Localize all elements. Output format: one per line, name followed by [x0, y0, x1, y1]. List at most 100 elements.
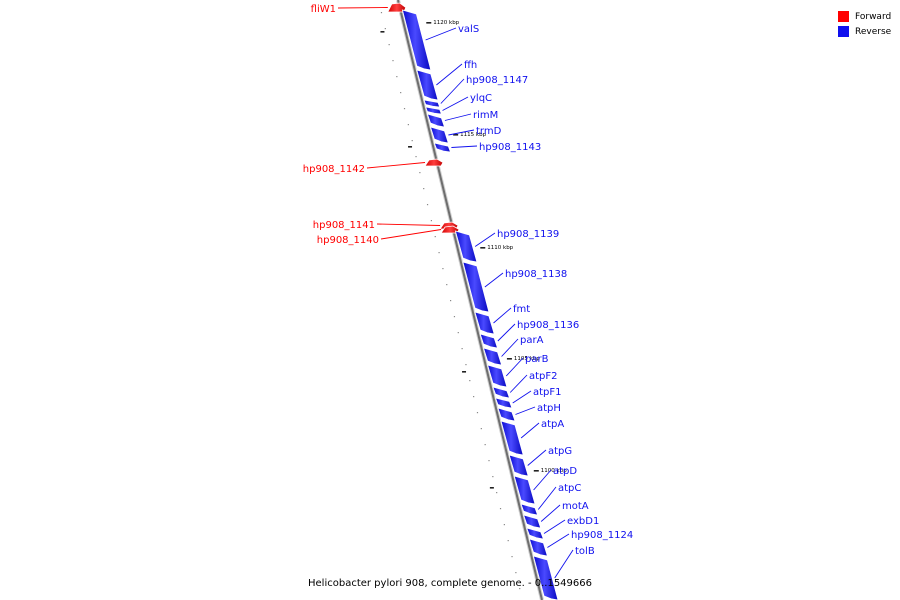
- gene-hp908_1139-connector: [474, 232, 496, 247]
- gene-tolB-connector: [554, 549, 574, 579]
- gene-atpF1-label[interactable]: atpF1: [533, 387, 562, 398]
- gene-parA-label[interactable]: parA: [520, 335, 544, 346]
- gene-hp908_1124-connector: [547, 533, 570, 548]
- gene-ylqC-label[interactable]: ylqC: [470, 93, 492, 104]
- gene-atpF2-connector: [509, 374, 528, 393]
- gene-ylqC-connector: [442, 96, 469, 111]
- gene-hp908_1141-connector: [376, 223, 441, 226]
- gene-atpA-label[interactable]: atpA: [541, 419, 564, 430]
- gene-exbD1-label[interactable]: exbD1: [567, 516, 599, 527]
- gene-hp908_1140-connector: [380, 229, 442, 240]
- gene-fmt-label[interactable]: fmt: [513, 304, 530, 315]
- backbone-layer: [396, 0, 544, 600]
- gene-hp908_1147-connector: [440, 78, 465, 104]
- gene-hp908_1124-feature[interactable]: [528, 538, 548, 557]
- gene-exbD1-feature[interactable]: [526, 527, 545, 540]
- gene-hp908_1136-label[interactable]: hp908_1136: [517, 320, 579, 331]
- gene-parB-feature[interactable]: [487, 364, 508, 388]
- gene-hp908_1142-feature[interactable]: [424, 158, 444, 167]
- gene-parB-label[interactable]: parB: [525, 354, 549, 365]
- gene-hp908_1138-connector: [484, 272, 504, 288]
- gene-fliW1-feature[interactable]: [387, 2, 407, 13]
- gene-atpC-connector: [537, 486, 557, 510]
- legend-reverse-label: Reverse: [855, 26, 892, 37]
- gene-fliW1-connector: [337, 7, 388, 9]
- gene-tolB-feature[interactable]: [532, 555, 559, 600]
- gene-atpA-connector: [520, 422, 540, 439]
- gene-hp908_1139-label[interactable]: hp908_1139: [497, 229, 559, 240]
- gene-motA-label[interactable]: motA: [562, 501, 589, 512]
- gene-hp908_1138-feature[interactable]: [462, 261, 490, 313]
- gene-parA-feature[interactable]: [482, 347, 503, 366]
- gene-atpD-connector: [533, 469, 552, 491]
- genome-backbone: [397, 0, 543, 600]
- gene-hp908_1141-label[interactable]: hp908_1141: [313, 220, 375, 231]
- gene-hp908_1142-label[interactable]: hp908_1142: [303, 164, 365, 175]
- gene-hp908_1143-feature[interactable]: [433, 142, 452, 153]
- scale-tick: [480, 247, 486, 249]
- legend-forward-label: Forward: [855, 11, 892, 22]
- gene-valS-feature[interactable]: [401, 9, 432, 71]
- scale-ticks: 1120 kbp 1115 kbp 1110 kbp 1105 kbp 1100 kbp: [426, 20, 567, 474]
- gene-hp908_1140-label[interactable]: hp908_1140: [317, 235, 379, 246]
- gene-ffh-label[interactable]: ffh: [464, 60, 477, 71]
- gene-hp908_1147-feature[interactable]: [423, 99, 441, 108]
- gene-rimM-feature[interactable]: [426, 113, 446, 128]
- reverse-swatch: [838, 26, 849, 37]
- gene-hp908_1136-feature[interactable]: [479, 333, 499, 349]
- gene-atpG-connector: [527, 449, 547, 466]
- gene-valS-label[interactable]: valS: [458, 24, 479, 35]
- gene-hp908_1140-feature[interactable]: [440, 225, 460, 234]
- gene-ylqC-feature[interactable]: [425, 106, 443, 115]
- gene-hp908_1138-label[interactable]: hp908_1138: [505, 269, 567, 280]
- gene-atpF2-feature[interactable]: [492, 386, 511, 399]
- gene-atpC-feature[interactable]: [520, 503, 539, 516]
- gene-parB-connector: [505, 357, 524, 377]
- scale-tick: [426, 22, 432, 24]
- gene-parA-connector: [501, 338, 519, 357]
- gene-atpA-feature[interactable]: [500, 420, 524, 456]
- scale-tick-label: 1110 kbp: [487, 245, 513, 251]
- gene-trmD-connector: [448, 129, 475, 136]
- gene-atpG-feature[interactable]: [508, 454, 529, 477]
- gene-fmt-feature[interactable]: [474, 311, 495, 335]
- gene-trmD-label[interactable]: trmD: [476, 126, 502, 137]
- gene-fliW1-label[interactable]: fliW1: [311, 4, 336, 15]
- gene-rimM-connector: [444, 113, 472, 121]
- gene-features: [387, 2, 559, 600]
- scale-tick-label: 1115 kbp: [460, 132, 486, 138]
- scale-tick-label: 1100 kbp: [541, 468, 567, 474]
- gene-tolB-label[interactable]: tolB: [575, 546, 595, 557]
- gene-valS-connector: [425, 27, 457, 41]
- gene-trmD-feature[interactable]: [429, 126, 449, 144]
- gene-motA-feature[interactable]: [522, 514, 542, 529]
- gene-ffh-feature[interactable]: [416, 69, 439, 101]
- gene-fmt-connector: [493, 307, 512, 324]
- gene-atpH-feature[interactable]: [497, 407, 516, 422]
- gene-atpH-label[interactable]: atpH: [537, 403, 561, 414]
- gene-hp908_1147-label[interactable]: hp908_1147: [466, 75, 528, 86]
- gene-atpD-feature[interactable]: [513, 475, 536, 505]
- gene-hp908_1124-label[interactable]: hp908_1124: [571, 530, 633, 541]
- gene-hp908_1136-connector: [497, 323, 516, 342]
- scale-tick-label: 1120 kbp: [433, 20, 459, 26]
- forward-swatch: [838, 11, 849, 22]
- legend: Forward Reverse: [838, 9, 891, 39]
- scale-tick: [453, 134, 459, 136]
- gene-motA-connector: [540, 504, 561, 522]
- gene-atpH-connector: [515, 406, 536, 415]
- gene-hp908_1143-connector: [451, 145, 478, 148]
- gene-atpF1-feature[interactable]: [494, 397, 513, 409]
- gene-hp908_1139-feature[interactable]: [454, 230, 478, 263]
- gene-atpC-label[interactable]: atpC: [558, 483, 581, 494]
- gene-hp908_1143-label[interactable]: hp908_1143: [479, 142, 541, 153]
- gene-atpF2-label[interactable]: atpF2: [529, 371, 558, 382]
- gene-atpD-label[interactable]: atpD: [553, 466, 577, 477]
- position-dots: [380, 12, 521, 590]
- gene-exbD1-connector: [543, 519, 566, 534]
- scale-tick: [533, 470, 539, 472]
- gene-atpG-label[interactable]: atpG: [548, 446, 572, 457]
- gene-atpF1-connector: [512, 390, 532, 404]
- gene-rimM-label[interactable]: rimM: [473, 110, 498, 121]
